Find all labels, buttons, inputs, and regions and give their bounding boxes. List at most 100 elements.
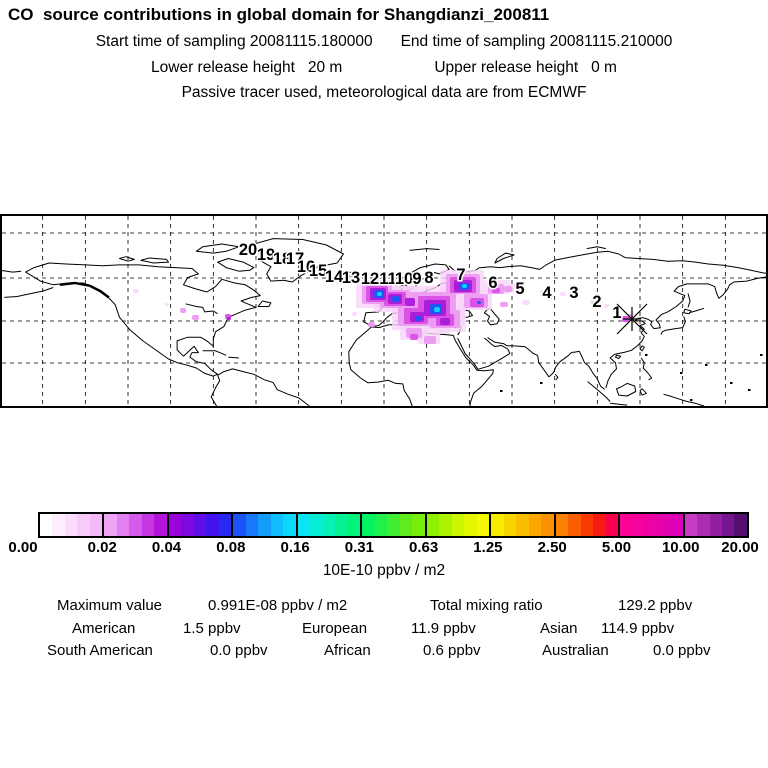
colorbar-cell [52, 514, 65, 536]
colorbar-cell [362, 514, 375, 536]
mountain-coast-hatch [59, 281, 110, 299]
colorbar-cell [129, 514, 142, 536]
trajectory-hour-label: 3 [569, 284, 578, 302]
island-dot [540, 382, 543, 384]
colorbar-cell [154, 514, 167, 536]
colorbar-cell [89, 514, 103, 536]
colorbar-segment [424, 514, 490, 536]
colorbar-cell [218, 514, 232, 536]
plume-cell [352, 312, 357, 316]
region-european-label: European [302, 620, 368, 637]
plume-cell [180, 308, 186, 313]
colorbar-segment [489, 514, 554, 536]
plume-cell [462, 284, 467, 288]
lower-release-text: Lower release height 20 m [151, 59, 343, 76]
colorbar-cell [697, 514, 710, 536]
coastline [247, 238, 344, 283]
colorbar-cell [347, 514, 361, 536]
plume-cell [227, 317, 231, 320]
colorbar-tick-label: 0.00 [8, 539, 38, 556]
island-dot [760, 354, 763, 356]
coastline [554, 373, 559, 381]
coastline [217, 258, 255, 272]
coastline [616, 382, 637, 397]
colorbar-tick-label: 20.00 [721, 539, 759, 556]
region-south-american-value: 0.0 ppbv [210, 642, 268, 659]
colorbar-cell [684, 514, 698, 536]
coastline [448, 250, 768, 274]
colorbar-cell [580, 514, 594, 536]
colorbar-cell [593, 514, 606, 536]
colorbar-cell [605, 514, 619, 536]
trajectory-hour-label: 11 [379, 270, 396, 288]
colorbar-cell [721, 514, 735, 536]
coastline [586, 246, 607, 250]
trajectory-hour-label: 14 [325, 268, 344, 286]
island-dot [705, 364, 708, 366]
plume-cell [192, 315, 199, 320]
island-dot [690, 399, 693, 401]
colorbar-segment [166, 514, 232, 536]
colorbar-cell [233, 514, 246, 536]
plume-cell [540, 290, 546, 294]
island-dot [730, 382, 733, 384]
coastline [688, 307, 705, 314]
end-time-text: End time of sampling 20081115.210000 [400, 33, 673, 50]
colorbar-cell [632, 514, 646, 536]
coastline [0, 269, 22, 273]
trajectory-hour-label: 20 [239, 241, 257, 259]
coastline [660, 316, 686, 335]
colorbar-cell [245, 514, 259, 536]
colorbar-tick-label: 0.08 [216, 539, 246, 556]
colorbar-cell [310, 514, 323, 536]
colorbar-cell [181, 514, 194, 536]
trajectory-hour-label: 13 [342, 269, 360, 287]
colorbar-tick-label: 1.25 [473, 539, 503, 556]
colorbar-cell [116, 514, 130, 536]
trajectory-hour-label: 9 [412, 270, 421, 288]
maximum-value: 0.991E-08 ppbv / m2 [208, 597, 348, 614]
release-height-row: Lower release height 20 m Upper release … [0, 59, 768, 77]
region-australian-label: Australian [542, 642, 609, 659]
plume-cell [604, 304, 609, 308]
colorbar-segment [360, 514, 425, 536]
colorbar-cell [322, 514, 336, 536]
colorbar-cell [657, 514, 671, 536]
island-dot [500, 390, 503, 392]
colorbar-cell [104, 514, 117, 536]
plume-cell [522, 300, 530, 305]
trajectory-hour-label: 2 [592, 293, 601, 311]
colorbar-cell [645, 514, 658, 536]
colorbar-segment [295, 514, 361, 536]
colorbar-cell [258, 514, 271, 536]
coastline [640, 357, 653, 381]
colorbar-tick-label: 10.00 [661, 539, 700, 556]
coastline [4, 287, 54, 298]
colorbar-cell [451, 514, 465, 536]
tracer-note-text: Passive tracer used, meteorological data… [181, 84, 587, 101]
colorbar-cell [568, 514, 581, 536]
coastline [605, 276, 768, 389]
coastline [663, 393, 705, 407]
page-title: CO source contributions in global domain… [8, 5, 550, 24]
colorbar-tick-label: 5.00 [601, 539, 632, 556]
colorbar-segment [40, 514, 103, 536]
region-african-value: 0.6 ppbv [423, 642, 481, 659]
colorbar-cell [77, 514, 90, 536]
colorbar-segment [553, 514, 619, 536]
total-mixing-ratio-label: Total mixing ratio [430, 597, 543, 614]
coastline [457, 337, 511, 370]
colorbar-segment [102, 514, 167, 536]
coastline [487, 337, 606, 390]
coastline [140, 257, 169, 264]
plume-cell [406, 328, 422, 338]
trajectory-hour-label: 19 [257, 246, 275, 264]
colorbar-cell [297, 514, 311, 536]
coastline [587, 381, 611, 402]
plume-cell [434, 307, 440, 312]
colorbar-cell [412, 514, 425, 536]
coastline [228, 356, 239, 359]
tracer-note-row: Passive tracer used, meteorological data… [0, 84, 768, 102]
colorbar-tick-label: 0.04 [151, 539, 182, 556]
